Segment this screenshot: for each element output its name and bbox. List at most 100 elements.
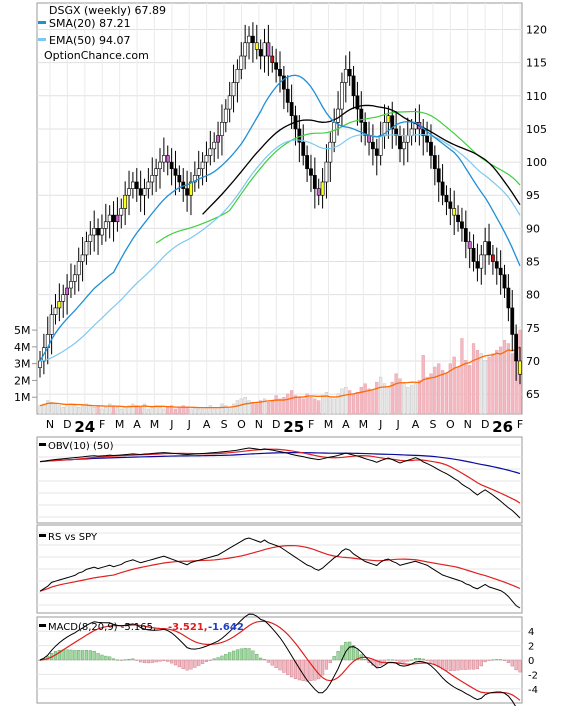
macd-hist-bar — [502, 659, 507, 661]
candle-body — [88, 234, 93, 242]
macd-hist-bar — [166, 659, 170, 662]
macd-hist-bar — [170, 659, 174, 664]
macd-hist-bar — [324, 659, 329, 670]
volume-bar — [247, 400, 251, 415]
macd-hist-bar — [239, 648, 243, 661]
candle-body — [131, 181, 135, 189]
volume-bar — [510, 353, 514, 415]
price-tick-label: 70 — [526, 355, 540, 368]
macd-hist-bar — [351, 645, 356, 661]
volume-bar — [154, 405, 158, 415]
volume-bar — [317, 400, 321, 415]
volume-bar — [80, 405, 85, 415]
macd-hist-bar — [421, 658, 425, 661]
volume-bar — [111, 405, 116, 415]
candle-body — [212, 141, 217, 150]
volume-bar — [123, 407, 127, 415]
macd-swatch — [39, 624, 46, 627]
volume-bar — [100, 408, 104, 415]
candle-body — [436, 168, 441, 183]
macd-tick-label: 0 — [528, 656, 534, 667]
candle-body — [49, 314, 54, 335]
price-tick-label: 65 — [526, 388, 540, 401]
candle-body — [231, 82, 236, 97]
candle-body — [200, 161, 205, 170]
ema50-line — [39, 134, 521, 362]
price-tick-label: 95 — [526, 189, 540, 202]
macd-hist-bar — [483, 659, 487, 663]
macd-hist-bar — [200, 659, 205, 664]
macd-hist-bar — [142, 659, 147, 664]
obv-ma50-line — [39, 452, 521, 475]
candle-body — [401, 141, 406, 150]
candle-body — [243, 42, 248, 57]
volume-bar — [243, 397, 247, 415]
macd-label: MACD(8,20,9) -5.165, — [48, 622, 156, 633]
macd-hist-bar — [278, 659, 282, 671]
time-tick-label: A — [133, 418, 141, 431]
price-tick-label: 110 — [526, 90, 547, 103]
macd-hist-bar — [57, 650, 61, 661]
volume-bar — [491, 353, 495, 415]
time-tick-label: J — [396, 418, 400, 431]
macd-hist-bar — [425, 659, 429, 661]
candle-body — [463, 228, 468, 242]
candle-body — [239, 55, 244, 70]
volume-bar — [309, 397, 313, 415]
candle-body — [251, 35, 255, 44]
macd-hist-bar — [274, 659, 278, 669]
legend-sma20: SMA(20) 87.21 — [49, 17, 131, 30]
macd-hist-bar — [460, 659, 464, 670]
volume-bar — [297, 397, 301, 415]
macd-hist-bar — [301, 659, 305, 682]
candle-body — [266, 42, 271, 57]
candle-body — [134, 181, 139, 189]
macd-hist-bar — [398, 659, 402, 663]
candle-body — [65, 287, 69, 295]
candle-body — [386, 115, 391, 123]
macd-hist-bar — [495, 659, 499, 661]
macd-hist-bar — [518, 659, 522, 673]
time-tick-label: M — [150, 418, 160, 431]
price-tick-label: 100 — [526, 156, 547, 169]
candle-body — [460, 221, 464, 229]
candle-body — [115, 214, 120, 223]
macd-hist-bar — [491, 659, 495, 661]
macd-hist-bar — [348, 641, 352, 661]
volume-bar — [301, 398, 305, 415]
macd-hist-bar — [410, 659, 414, 661]
obv-swatch — [39, 443, 46, 446]
macd-hist-bar — [413, 658, 418, 661]
macd-hist-bar — [123, 659, 127, 661]
candle-body — [161, 155, 166, 163]
volume-bar — [274, 395, 278, 415]
macd-axis-labels: 4 2 0 -2 -4 — [528, 627, 538, 696]
volume-bar — [88, 405, 92, 415]
candle-body — [173, 168, 178, 176]
volume-bar — [231, 403, 236, 415]
volume-bar — [293, 395, 298, 415]
volume-bar — [251, 402, 255, 415]
macd-hist-bar — [80, 650, 85, 661]
volume-bar — [340, 388, 344, 415]
macd-hist-bar — [510, 659, 514, 667]
candle-body — [274, 62, 279, 70]
volume-bar — [77, 407, 81, 415]
volume-bar — [177, 407, 181, 415]
candle-body — [475, 261, 480, 269]
macd-hist-bar — [228, 652, 232, 661]
candle-body — [177, 175, 182, 183]
macd-hist-bar — [317, 659, 321, 680]
macd-hist-bar — [290, 659, 294, 678]
obv-label: OBV(10) (50) — [48, 441, 114, 452]
sma20-swatch — [38, 21, 46, 24]
volume-bar — [185, 407, 189, 415]
candle-body — [127, 188, 131, 196]
time-tick-label: N — [46, 418, 54, 431]
macd-hist-bar — [65, 649, 69, 661]
time-tick-label: A — [412, 418, 420, 431]
macd-hist-bar — [84, 650, 89, 661]
volume-bar — [437, 363, 441, 415]
macd-hist-bar — [104, 655, 108, 661]
volume-bar — [328, 397, 332, 415]
